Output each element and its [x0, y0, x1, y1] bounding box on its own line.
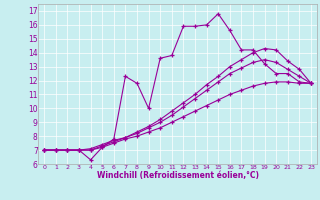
X-axis label: Windchill (Refroidissement éolien,°C): Windchill (Refroidissement éolien,°C)	[97, 171, 259, 180]
